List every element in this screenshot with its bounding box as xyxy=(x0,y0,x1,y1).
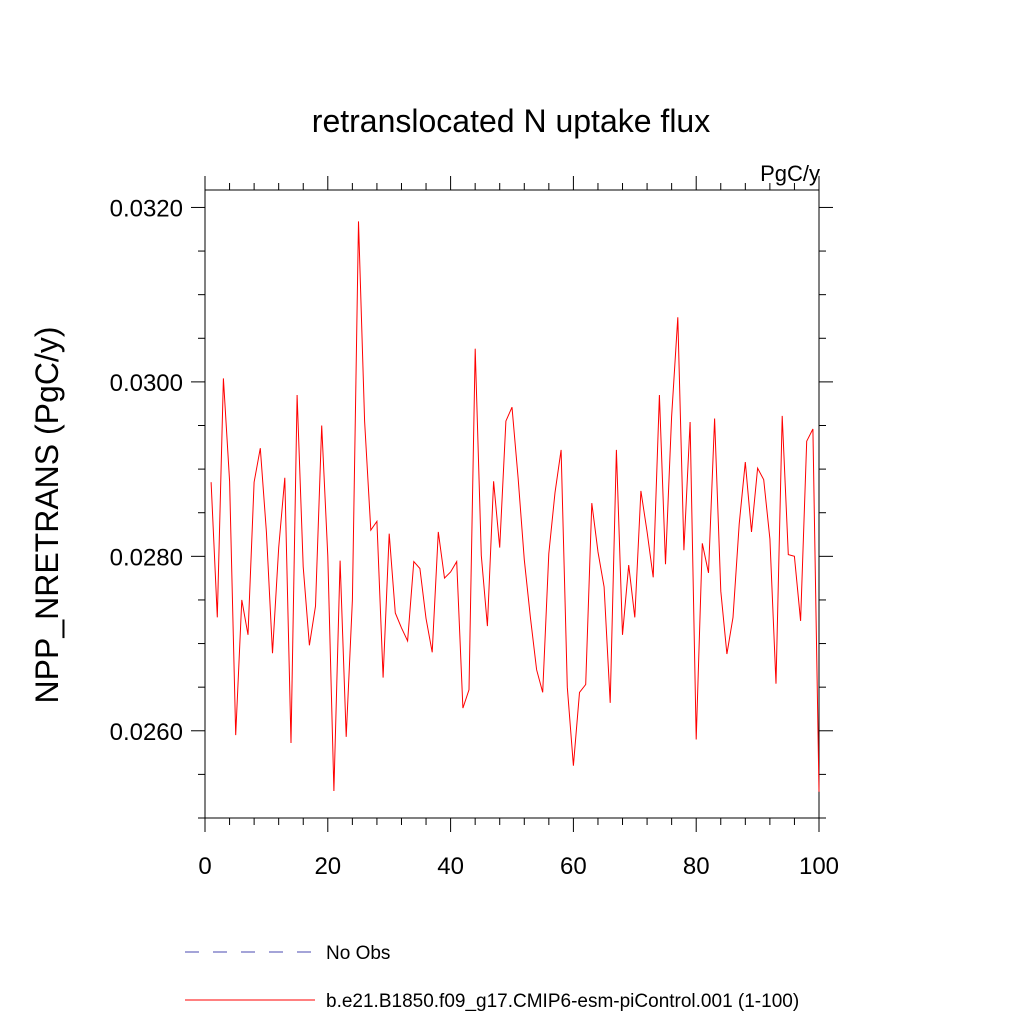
x-tick-label: 100 xyxy=(799,853,839,880)
series-layer xyxy=(210,221,820,792)
legend-label-no-obs: No Obs xyxy=(326,943,390,964)
axis-ticks: 0 20 40 60 80 100 0.0260 0.0280 0.0300 0.0320 xyxy=(110,176,839,880)
y-tick-label: 0.0260 xyxy=(110,719,183,746)
x-tick-label: 20 xyxy=(314,853,341,880)
plot-frame xyxy=(204,189,820,819)
x-tick-label: 80 xyxy=(683,853,710,880)
series-line xyxy=(210,221,820,792)
y-tick-label: 0.0300 xyxy=(110,370,183,397)
y-tick-label: 0.0320 xyxy=(110,195,183,222)
y-tick-label: 0.0280 xyxy=(110,544,183,571)
x-tick-label: 0 xyxy=(198,853,211,880)
legend: No Obs b.e21.B1850.f09_g17.CMIP6-esm-piC… xyxy=(185,943,799,1012)
chart-title: retranslocated N uptake flux xyxy=(312,103,710,139)
legend-label-series: b.e21.B1850.f09_g17.CMIP6-esm-piControl.… xyxy=(326,991,799,1012)
units-label: PgC/y xyxy=(760,161,820,186)
y-axis-label: NPP_NRETRANS (PgC/y) xyxy=(29,327,65,704)
x-tick-label: 40 xyxy=(437,853,464,880)
x-tick-label: 60 xyxy=(560,853,587,880)
